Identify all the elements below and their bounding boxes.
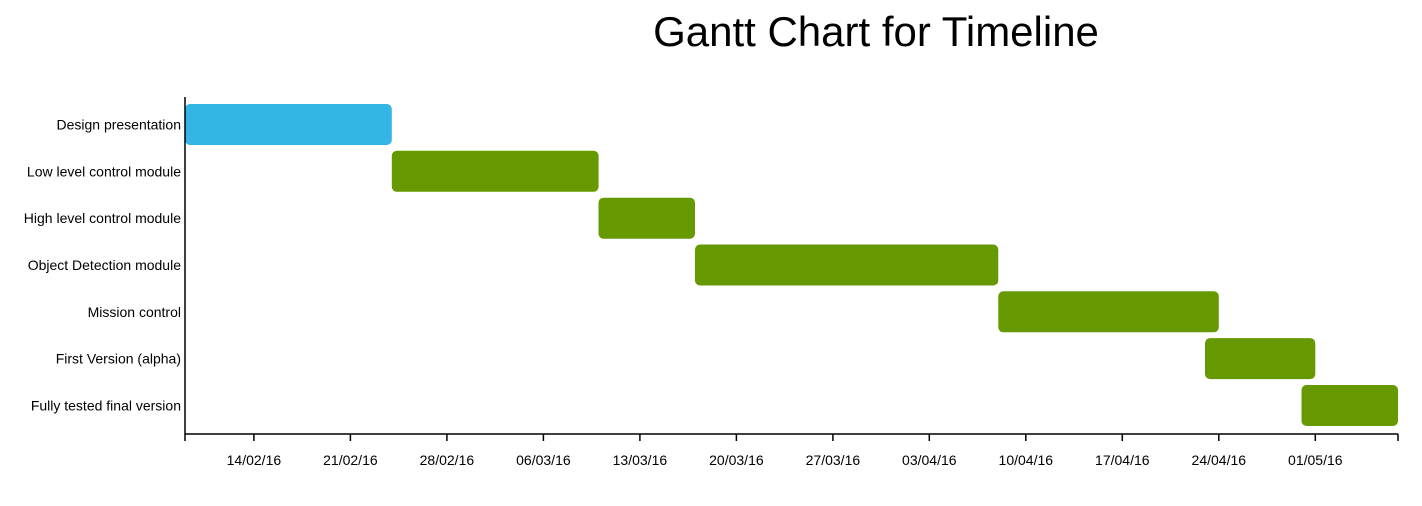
x-tick-label-9: 10/04/16 (999, 452, 1054, 468)
x-axis: 14/02/16 21/02/16 28/02/16 06/03/16 13/03/16… (184, 97, 1399, 468)
x-tick-label-2: 21/02/16 (323, 452, 378, 468)
task-label-1: Design presentation (56, 117, 181, 133)
task-label-4: Object Detection module (28, 257, 182, 273)
x-tick-label-3: 28/02/16 (420, 452, 475, 468)
task-labels-group: Design presentation Low level control mod… (24, 117, 181, 414)
x-tick-label-1: 14/02/16 (227, 452, 282, 468)
task-bar-7 (1301, 385, 1398, 426)
x-tick-label-10: 17/04/16 (1095, 452, 1150, 468)
task-bar-4 (695, 244, 999, 286)
bars-group (185, 104, 1398, 426)
x-tick-label-12: 01/05/16 (1288, 452, 1343, 468)
task-bar-1 (185, 104, 392, 145)
task-bar-2 (391, 150, 599, 192)
x-tick-label-8: 03/04/16 (902, 452, 957, 468)
x-tick-label-4: 06/03/16 (516, 452, 571, 468)
x-tick-label-7: 27/03/16 (806, 452, 861, 468)
x-tick-label-5: 13/03/16 (613, 452, 668, 468)
chart-title: Gantt Chart for Timeline (653, 8, 1099, 55)
x-tick-label-11: 24/04/16 (1192, 452, 1247, 468)
task-label-3: High level control module (24, 210, 181, 226)
task-bar-5 (998, 291, 1219, 333)
task-label-2: Low level control module (27, 163, 181, 179)
task-bar-3 (598, 197, 695, 239)
task-bar-6 (1205, 338, 1316, 380)
task-label-7: Fully tested final version (31, 398, 181, 414)
task-label-6: First Version (alpha) (56, 351, 181, 367)
task-label-5: Mission control (88, 304, 181, 320)
x-tick-label-6: 20/03/16 (709, 452, 764, 468)
